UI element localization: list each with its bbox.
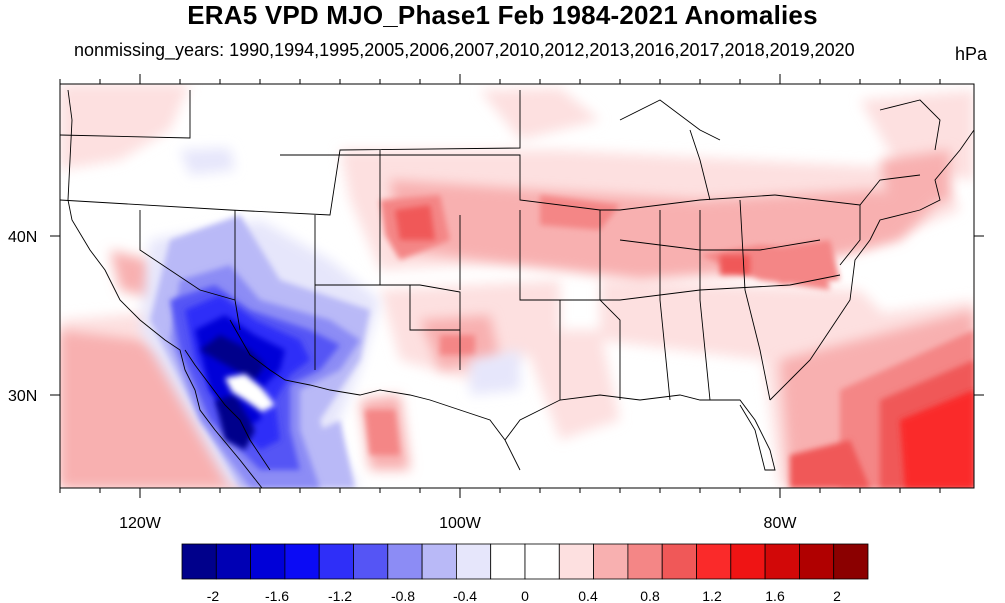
colorbar-swatch: [421, 543, 457, 580]
plot-frame: [59, 83, 975, 489]
colorbar-swatch: [455, 543, 492, 580]
colorbar-label: -0.8: [391, 588, 415, 603]
colorbar: [181, 543, 869, 580]
colorbar-label: -0.4: [453, 588, 477, 603]
colorbar-swatch: [215, 543, 252, 580]
colorbar-swatch: [387, 543, 423, 580]
lon-label-80w: 80W: [764, 515, 798, 532]
lat-label-40n: 40N: [8, 229, 37, 246]
colorbar-swatch: [181, 543, 217, 580]
colorbar-swatch: [833, 543, 869, 580]
colorbar-label: 0: [521, 588, 529, 603]
colorbar-swatch: [627, 543, 663, 580]
lat-label-30n: 30N: [8, 388, 37, 405]
colorbar-swatch: [353, 543, 389, 580]
colorbar-swatch: [250, 543, 286, 580]
colorbar-swatch: [490, 543, 526, 580]
colorbar-swatch: [593, 543, 629, 580]
colorbar-labels: -2 -1.6 -1.2 -0.8 -0.4 0 0.4 0.8 1.2 1.6…: [207, 588, 841, 603]
colorbar-label: 1.6: [765, 588, 785, 603]
colorbar-label: -2: [207, 588, 220, 603]
colorbar-swatch: [284, 543, 320, 580]
chart-title: ERA5 VPD MJO_Phase1 Feb 1984-2021 Anomal…: [187, 0, 818, 30]
axis-ticks: [50, 74, 984, 498]
units-label: hPa: [955, 44, 988, 64]
chart-subtitle: nonmissing_years: 1990,1994,1995,2005,20…: [74, 40, 855, 60]
colorbar-swatch: [558, 543, 594, 580]
lon-label-100w: 100W: [439, 515, 482, 532]
colorbar-label: 0.4: [578, 588, 598, 603]
colorbar-label: -1.2: [328, 588, 352, 603]
colorbar-swatch: [764, 543, 800, 580]
colorbar-swatch: [696, 543, 732, 580]
colorbar-swatch: [799, 543, 835, 580]
map-borders: [60, 89, 974, 488]
colorbar-label: 1.2: [702, 588, 722, 603]
colorbar-label: 0.8: [640, 588, 660, 603]
anomaly-field: [60, 84, 974, 488]
colorbar-label: -1.6: [265, 588, 289, 603]
colorbar-swatch: [661, 543, 697, 580]
colorbar-swatch: [524, 543, 560, 580]
lon-label-120w: 120W: [119, 515, 162, 532]
colorbar-swatch: [730, 543, 766, 580]
colorbar-label: 2: [833, 588, 841, 603]
colorbar-swatch: [318, 543, 354, 580]
